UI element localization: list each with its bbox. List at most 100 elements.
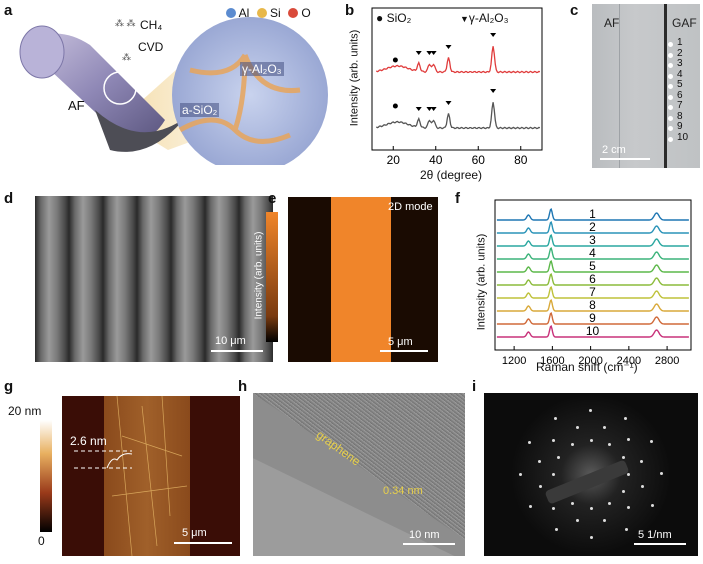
- diffraction-spot: [557, 455, 561, 459]
- g-scale-label: 5 μm: [182, 527, 207, 539]
- diffraction-spot: [640, 459, 644, 463]
- diffraction-spot: [650, 440, 654, 444]
- measurement-point-dot: [668, 52, 673, 58]
- sio2-peak-marker: [392, 103, 398, 109]
- c-scale-label: 2 cm: [602, 144, 626, 156]
- diffraction-spot: [589, 536, 593, 540]
- g-cb-max: 20 nm: [8, 404, 42, 418]
- raman-series-line: [496, 325, 689, 338]
- al2o3-peak-marker: [430, 51, 437, 55]
- raman-series-label: 4: [589, 246, 596, 260]
- panel-b-label: b: [345, 2, 355, 19]
- measurement-point-label: 3: [677, 58, 683, 69]
- diffraction-spot: [626, 438, 630, 442]
- panel-g-label: g: [4, 378, 14, 395]
- diffraction-spot: [570, 501, 574, 505]
- diffraction-spot: [538, 485, 542, 488]
- measurement-point-dot: [668, 115, 673, 121]
- ch4-label: CH₄: [140, 18, 163, 32]
- interlayer-spacing: 0.34 nm: [383, 485, 423, 497]
- atom-legend: Al Si O: [226, 6, 311, 20]
- legend-al: Al: [238, 6, 250, 20]
- beam-stop: [544, 459, 630, 505]
- zoom-circle: [103, 71, 137, 105]
- xrd-legend-al2o3-marker: ▼: [460, 14, 469, 24]
- raman-series-line: [496, 260, 689, 273]
- xrd-xtick-label: 60: [472, 153, 486, 167]
- raman-series-label: 6: [589, 272, 596, 286]
- raman-xtick-label: 1600: [540, 355, 564, 367]
- raman-xtick-label: 2000: [578, 355, 602, 367]
- e-scale-bar: [380, 350, 428, 352]
- panel-e-label: e: [268, 190, 277, 207]
- diffraction-spot: [608, 443, 612, 447]
- raman-series-line: [496, 286, 689, 299]
- al2o3-peak-marker: [490, 89, 497, 93]
- sio2-peak-marker: [392, 57, 398, 63]
- afm-image: 2.6 nm 5 μm: [62, 396, 240, 556]
- g-cb-min: 0: [38, 534, 45, 548]
- photo-af-gaf: AF GAF 1 2 3 4 5 6 7 8 9 10 2 cm: [592, 4, 700, 168]
- xrd-legend-sio2: ● SiO₂: [376, 11, 411, 25]
- raman-series-line: [496, 221, 689, 234]
- raman-map: 2D mode 5 μm: [288, 197, 438, 362]
- xrd-series-top: [375, 46, 541, 74]
- diffraction-spot: [538, 460, 542, 464]
- diffraction-spot: [624, 527, 628, 531]
- afm-fiber-band: [104, 396, 190, 556]
- al2o3-peak-marker: [430, 107, 437, 111]
- cvd-label: CVD: [138, 40, 164, 54]
- measurement-point-label: 5: [677, 79, 683, 90]
- al2o3-peak-marker: [445, 101, 452, 105]
- d-scale-bar: [211, 350, 263, 352]
- panel-d-label: d: [4, 190, 14, 207]
- d-scale-label: 10 μm: [215, 335, 246, 347]
- measurement-point-label: 8: [677, 110, 683, 122]
- raman-xtick-label: 2800: [655, 355, 679, 367]
- diffraction-spot: [552, 472, 556, 476]
- diffraction-spot: [640, 484, 644, 488]
- raman-series-label: 2: [589, 220, 596, 234]
- diffraction-spot: [626, 506, 630, 510]
- graphene-ribbon: [95, 110, 185, 152]
- afm-colorbar: [40, 420, 52, 532]
- al2o3-peak-marker: [415, 107, 422, 111]
- sio2-boundaries: [178, 53, 301, 144]
- measurement-point-dot: [668, 42, 673, 47]
- diffraction-spot: [624, 416, 628, 420]
- raman-frame: [494, 199, 692, 351]
- diffraction-spot: [552, 438, 556, 442]
- fiber-body: [30, 33, 165, 141]
- diffraction-spot: [608, 501, 612, 505]
- fiber-af-label: AF: [68, 98, 85, 113]
- measurement-point-label: 1: [677, 37, 683, 48]
- afm-step-height: 2.6 nm: [70, 434, 107, 448]
- panel-a-illustration: ⁂ ⁂ ⁂: [19, 17, 328, 165]
- si-atom-icon: [256, 8, 267, 18]
- measurement-point-dot: [668, 136, 673, 142]
- panel-a-label: a: [4, 2, 13, 19]
- diffraction-spot: [554, 417, 558, 421]
- measurement-point-label: 7: [677, 100, 683, 111]
- raman-series-label: 7: [589, 285, 596, 299]
- ch4-molecules-2: ⁂: [122, 52, 131, 62]
- xrd-ylabel: Intensity (arb. units): [348, 29, 361, 127]
- xrd-series-bottom: [375, 102, 541, 130]
- a-sio2-label: a-SiO₂: [180, 103, 220, 117]
- measurement-point-label: 10: [677, 131, 689, 143]
- raman-series-line: [496, 234, 689, 247]
- measurement-point-label: 4: [677, 68, 683, 80]
- panel-f-label: f: [455, 190, 460, 207]
- diffraction-spot: [554, 528, 558, 532]
- xrd-chart: 20 40 60 80: [371, 7, 543, 167]
- panel-c-label: c: [570, 2, 579, 19]
- xrd-xtick-label: 20: [387, 153, 401, 167]
- diffraction-spot: [603, 426, 607, 430]
- xrd-ticks: 20 40 60 80: [387, 146, 528, 167]
- e-mode-label: 2D mode: [388, 201, 433, 213]
- fiber-end: [19, 25, 65, 79]
- h-scale-bar: [403, 543, 455, 545]
- al2o3-peak-marker: [426, 107, 433, 111]
- raman-series-line: [496, 312, 689, 325]
